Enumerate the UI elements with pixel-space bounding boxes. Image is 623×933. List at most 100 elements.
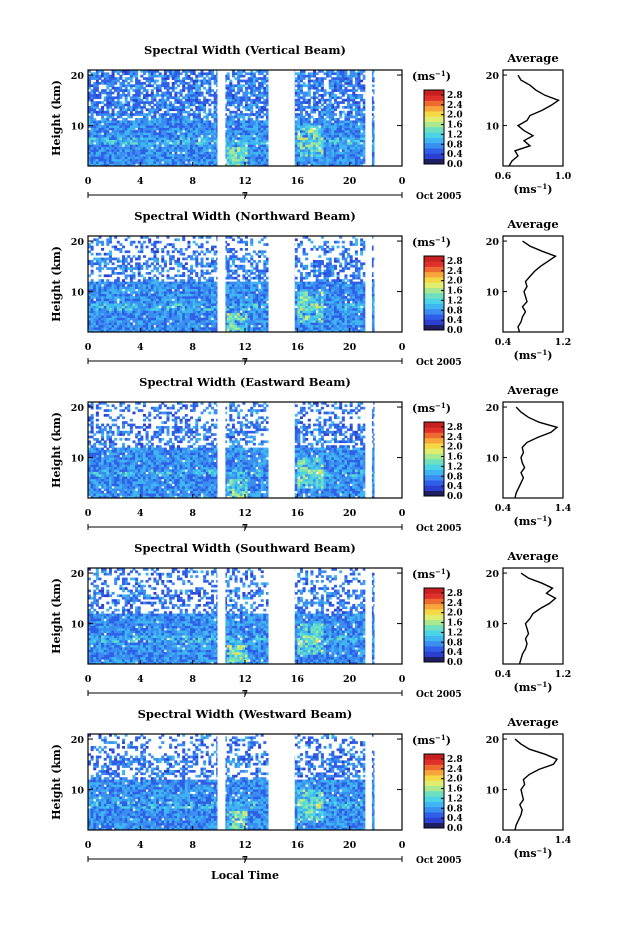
x-tick-label: 16 bbox=[291, 508, 305, 519]
average-y-tick-label: 20 bbox=[486, 71, 500, 82]
colorbar-swatch bbox=[424, 614, 444, 620]
colorbar-swatch bbox=[424, 796, 444, 802]
colorbar-swatch bbox=[424, 759, 444, 765]
colorbar-swatch bbox=[424, 438, 444, 444]
average-x-label: (ms−1) bbox=[513, 846, 552, 860]
colorbar-tick-label: 0.8 bbox=[447, 638, 463, 648]
y-tick-label: 10 bbox=[71, 786, 85, 797]
heatmap-cells bbox=[88, 734, 402, 830]
x-tick-label: 0 bbox=[399, 342, 406, 353]
colorbar-swatch bbox=[424, 791, 444, 797]
colorbar-swatch bbox=[424, 282, 444, 288]
colorbar-tick-label: 2.4 bbox=[447, 599, 463, 609]
data-gap bbox=[375, 236, 402, 332]
x-tick-label: 4 bbox=[137, 674, 144, 685]
x-tick-label: 0 bbox=[85, 508, 92, 519]
colorbar-swatch bbox=[424, 609, 444, 615]
heatmap-cells bbox=[88, 568, 402, 664]
x-tick-label: 16 bbox=[291, 840, 305, 851]
colorbar-swatch bbox=[424, 599, 444, 605]
colorbar-swatch bbox=[424, 261, 444, 267]
data-gap bbox=[269, 402, 295, 498]
average-x-tick-label: 1.0 bbox=[555, 171, 572, 182]
colorbar-tick-label: 2.4 bbox=[447, 267, 463, 277]
x-tick-label: 12 bbox=[238, 840, 251, 851]
colorbar-tick-label: 0.0 bbox=[447, 492, 463, 502]
x-tick-label: 16 bbox=[291, 674, 305, 685]
y-tick-label: 10 bbox=[71, 454, 85, 465]
colorbar-tick-label: 1.2 bbox=[447, 296, 463, 306]
average-title: Average bbox=[506, 383, 558, 397]
data-gap bbox=[218, 402, 226, 498]
panel-3: Spectral Width (Southward Beam)1020Heigh… bbox=[50, 541, 571, 700]
average-profile-line bbox=[518, 241, 556, 332]
date-label: Oct 2005 bbox=[416, 690, 462, 700]
data-gap bbox=[218, 70, 226, 166]
heatmap-cells bbox=[88, 70, 402, 166]
average-frame bbox=[503, 236, 563, 332]
colorbar-swatch bbox=[424, 304, 444, 310]
average-frame bbox=[503, 568, 563, 664]
average-y-tick-label: 10 bbox=[486, 620, 500, 631]
colorbar-swatch bbox=[424, 272, 444, 278]
x-tick-label: 12 bbox=[238, 674, 251, 685]
colorbar-swatch bbox=[424, 780, 444, 786]
average-y-tick-label: 10 bbox=[486, 454, 500, 465]
colorbar-tick-label: 2.0 bbox=[447, 609, 463, 619]
x-tick-label: 0 bbox=[399, 176, 406, 187]
colorbar-swatch bbox=[424, 593, 444, 599]
colorbar-swatch bbox=[424, 646, 444, 652]
y-tick-label: 10 bbox=[71, 288, 85, 299]
day-label: 7 bbox=[242, 524, 248, 534]
y-axis-label: Height (km) bbox=[50, 744, 63, 820]
colorbar-tick-label: 1.2 bbox=[447, 130, 463, 140]
data-gap bbox=[375, 70, 402, 166]
x-tick-label: 12 bbox=[238, 342, 251, 353]
colorbar-tick-label: 2.4 bbox=[447, 101, 463, 111]
colorbar-swatch bbox=[424, 765, 444, 771]
colorbar-swatch bbox=[424, 636, 444, 642]
average-y-tick-label: 10 bbox=[486, 786, 500, 797]
panel-title: Spectral Width (Eastward Beam) bbox=[139, 375, 351, 389]
day-label: 7 bbox=[242, 358, 248, 368]
average-x-tick-label: 0.4 bbox=[495, 503, 512, 514]
x-tick-label: 0 bbox=[85, 840, 92, 851]
colorbar-tick-label: 0.8 bbox=[447, 472, 463, 482]
average-profile-line bbox=[520, 573, 556, 664]
colorbar-swatch bbox=[424, 807, 444, 813]
colorbar-tick-label: 2.0 bbox=[447, 775, 463, 785]
colorbar-swatch bbox=[424, 448, 444, 454]
average-title: Average bbox=[506, 715, 558, 729]
y-axis-label: Height (km) bbox=[50, 80, 63, 156]
colorbar-swatch bbox=[424, 464, 444, 470]
y-tick-label: 10 bbox=[71, 620, 85, 631]
date-label: Oct 2005 bbox=[416, 524, 462, 534]
average-profile-line bbox=[515, 407, 557, 498]
data-gap bbox=[365, 70, 372, 166]
colorbar-tick-label: 0.0 bbox=[447, 824, 463, 834]
data-gap bbox=[365, 402, 372, 498]
colorbar-swatch bbox=[424, 95, 444, 101]
panel-4: Spectral Width (Westward Beam)1020Height… bbox=[50, 707, 572, 866]
colorbar-swatch bbox=[424, 325, 444, 331]
average-title: Average bbox=[506, 217, 558, 231]
colorbar-swatch bbox=[424, 148, 444, 154]
y-tick-label: 20 bbox=[71, 569, 85, 580]
average-x-tick-label: 1.4 bbox=[555, 503, 572, 514]
average-x-tick-label: 1.2 bbox=[555, 669, 572, 680]
x-tick-label: 12 bbox=[238, 176, 251, 187]
colorbar-swatch bbox=[424, 775, 444, 781]
data-gap bbox=[269, 734, 295, 830]
x-tick-label: 0 bbox=[399, 674, 406, 685]
average-title: Average bbox=[506, 549, 558, 563]
colorbar-tick-label: 0.4 bbox=[447, 150, 463, 160]
average-x-label: (ms−1) bbox=[513, 182, 552, 196]
colorbar-swatch bbox=[424, 293, 444, 299]
y-axis-label: Height (km) bbox=[50, 246, 63, 322]
date-label: Oct 2005 bbox=[416, 358, 462, 368]
x-tick-label: 8 bbox=[189, 508, 196, 519]
x-tick-label: 20 bbox=[343, 176, 357, 187]
colorbar-swatch bbox=[424, 604, 444, 610]
colorbar-swatch bbox=[424, 106, 444, 112]
average-x-tick-label: 1.2 bbox=[555, 337, 572, 348]
